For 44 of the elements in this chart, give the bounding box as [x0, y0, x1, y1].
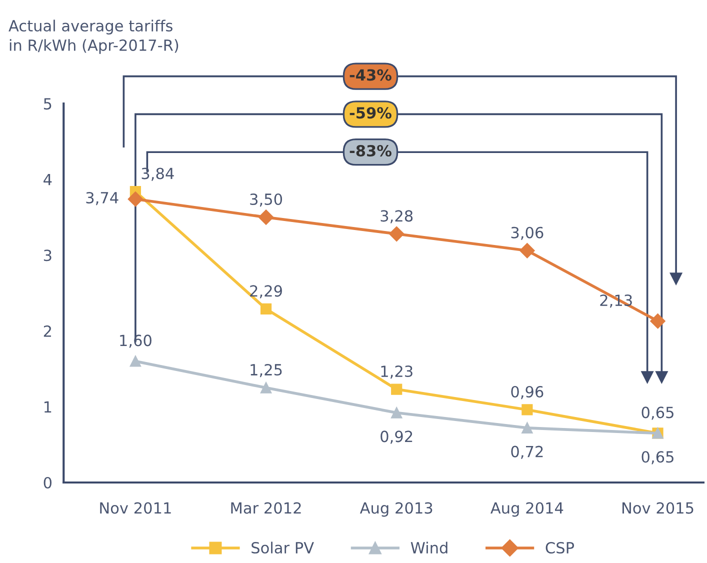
x-tick-label: Aug 2014 — [490, 502, 564, 517]
point — [128, 192, 144, 207]
y-tick-label: 2 — [44, 325, 51, 337]
data-label: 3,84 — [142, 168, 174, 181]
point — [260, 382, 272, 394]
data-label: 3,06 — [511, 226, 544, 240]
data-label: 0,96 — [511, 386, 544, 400]
point — [522, 422, 533, 434]
point — [520, 243, 535, 258]
point — [389, 226, 404, 242]
data-label: 1,23 — [381, 365, 412, 379]
point — [391, 407, 402, 418]
text: -43% — [350, 69, 392, 81]
x-tick-label: Aug 2013 — [360, 502, 432, 517]
data-label: 1,25 — [250, 364, 282, 378]
annotation: -59% — [350, 107, 392, 119]
point — [391, 384, 402, 395]
point — [522, 404, 533, 416]
x-tick-label: Mar 2012 — [231, 502, 301, 514]
x-tick-label: Nov 2015 — [622, 502, 694, 514]
point — [650, 314, 666, 329]
legend-label: Solar PV — [252, 542, 314, 554]
y-tick-label: 1 — [44, 401, 52, 413]
point — [258, 210, 274, 225]
y-tick-label: 0 — [44, 476, 52, 489]
data-label: 0,65 — [642, 406, 674, 420]
data-label: 3,74 — [86, 192, 118, 206]
y-tick-label: 5 — [44, 98, 52, 110]
data-label: 1,60 — [120, 334, 152, 348]
data-label: 0,65 — [642, 451, 674, 464]
point — [260, 303, 272, 315]
legend-label: CSP — [546, 542, 574, 554]
point — [130, 356, 142, 367]
y-tick-label: 3 — [44, 250, 52, 262]
data-label: 3,28 — [380, 210, 413, 224]
data-label: 0,72 — [511, 446, 543, 459]
annotation: -83% — [350, 144, 392, 157]
data-label: 3,50 — [250, 193, 282, 207]
data-label: 0,92 — [380, 430, 412, 444]
y-tick-label: 4 — [44, 174, 52, 186]
data-label: 2,29 — [250, 285, 282, 298]
legend-label: Wind — [410, 542, 448, 554]
y-axis-title: Actual average tariffs in R/kWh (Apr-2017-R) — [8, 20, 178, 54]
x-tick-label: Nov 2011 — [100, 502, 171, 514]
